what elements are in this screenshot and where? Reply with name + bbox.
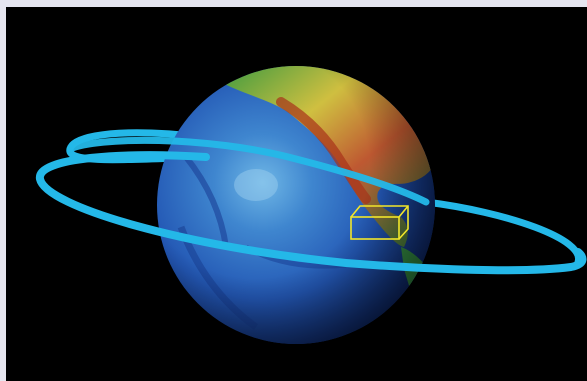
globe-icon [157, 66, 435, 344]
orbit-ring-icon [36, 136, 587, 275]
space-scene [6, 7, 587, 381]
earth-orbit-illustration [36, 66, 587, 344]
bounding-box-icon [350, 205, 409, 240]
